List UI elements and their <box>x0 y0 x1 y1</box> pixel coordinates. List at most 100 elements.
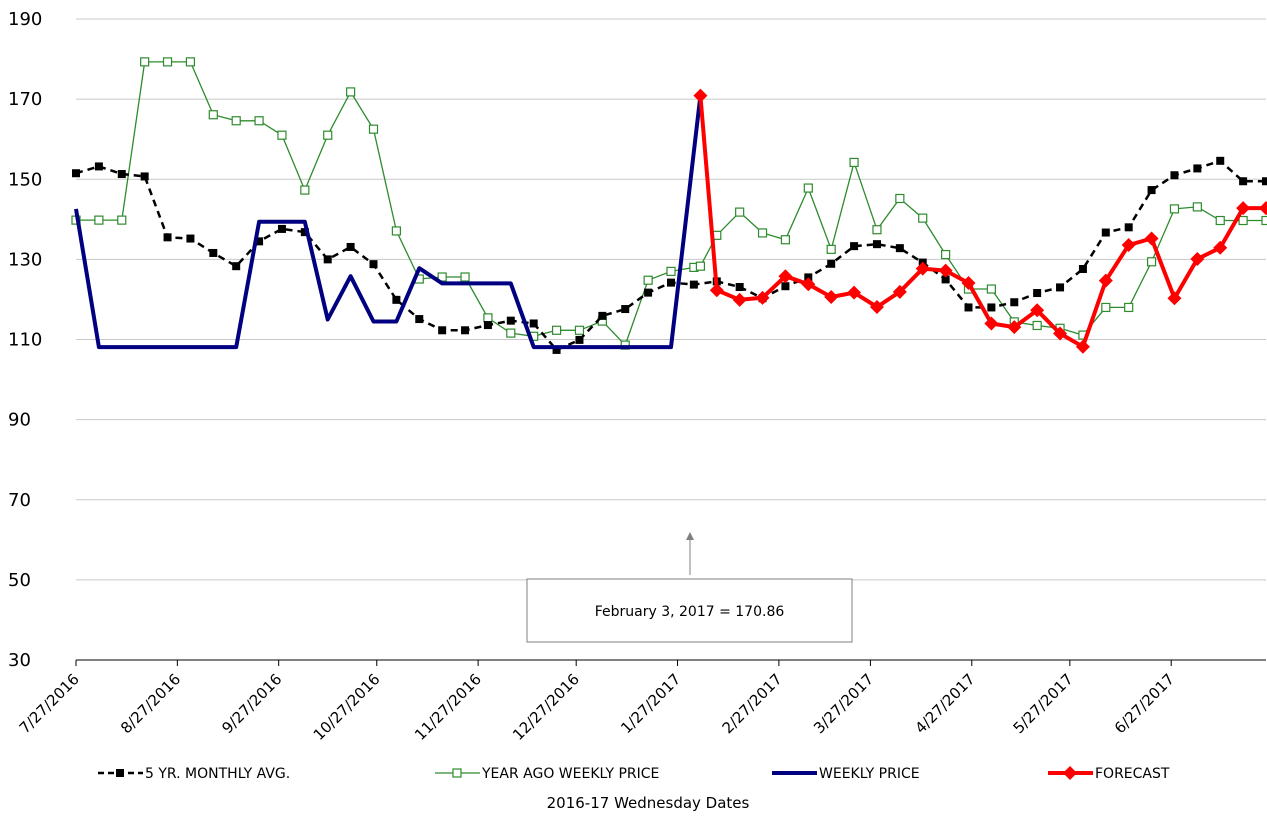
data-point <box>1192 202 1202 212</box>
data-point <box>1124 223 1133 232</box>
y-tick-label: 50 <box>8 570 31 591</box>
x-tick-label: 11/27/2016 <box>411 670 485 744</box>
data-point <box>987 303 996 312</box>
data-point <box>415 315 424 324</box>
data-point <box>964 303 973 312</box>
data-point <box>1169 204 1180 214</box>
x-tick-label: 7/27/2016 <box>16 670 83 737</box>
x-tick-label: 3/27/2017 <box>810 670 877 737</box>
series-5-yr-monthly-avg <box>72 156 1267 354</box>
legend-swatch-marker <box>1063 766 1077 780</box>
data-point <box>689 280 698 289</box>
data-point <box>824 290 839 305</box>
annotation-arrowhead <box>686 532 694 540</box>
data-point <box>346 87 356 97</box>
data-point <box>869 300 884 315</box>
data-point <box>1190 251 1205 266</box>
data-point <box>986 284 996 294</box>
data-point <box>667 278 675 287</box>
data-point <box>232 262 241 271</box>
data-point <box>1033 289 1042 298</box>
series-forecast <box>693 88 1267 354</box>
data-point <box>117 215 127 225</box>
data-point <box>277 224 286 233</box>
y-tick-label: 70 <box>8 490 31 511</box>
data-point <box>895 244 904 253</box>
legend-label: WEEKLY PRICE <box>819 766 920 782</box>
data-point <box>483 321 492 330</box>
legend-label: FORECAST <box>1095 766 1170 782</box>
data-point <box>483 313 493 323</box>
data-point <box>1007 320 1022 335</box>
data-point <box>1101 228 1110 237</box>
data-point <box>140 172 149 181</box>
series-layer <box>71 57 1267 354</box>
data-point <box>208 110 218 120</box>
data-point <box>621 305 630 314</box>
data-point <box>438 326 447 335</box>
data-point <box>1193 164 1202 173</box>
data-point <box>1261 215 1267 226</box>
grid <box>76 18 1266 581</box>
data-point <box>94 162 103 171</box>
data-point <box>254 116 264 126</box>
data-point <box>801 277 816 292</box>
x-axis: 7/27/2016 8/27/2016 9/27/2016 10/27/2016 11/… <box>16 659 1266 744</box>
data-point <box>892 284 907 299</box>
data-point <box>872 240 881 249</box>
data-point <box>895 193 905 204</box>
data-point <box>1170 171 1179 180</box>
data-point <box>666 266 676 276</box>
legend-label: 5 YR. MONTHLY AVG. <box>145 766 290 782</box>
data-point <box>1259 201 1267 216</box>
data-point <box>1121 237 1136 252</box>
data-point <box>391 226 401 236</box>
x-tick-label: 9/27/2016 <box>218 670 285 737</box>
data-point <box>1239 177 1248 186</box>
data-point <box>529 319 538 328</box>
data-point <box>300 228 309 237</box>
data-point <box>277 130 287 140</box>
data-point <box>827 259 836 268</box>
data-point <box>1032 320 1042 331</box>
data-point <box>984 316 999 331</box>
data-point <box>1215 215 1225 226</box>
data-point <box>732 292 747 307</box>
data-point <box>72 169 80 178</box>
data-point <box>1078 264 1087 273</box>
y-tick-label: 130 <box>8 249 42 270</box>
data-point <box>185 57 196 67</box>
data-point <box>346 242 355 251</box>
data-point <box>1146 257 1157 267</box>
legend-swatch-marker <box>452 768 462 778</box>
data-point <box>850 242 859 251</box>
data-point <box>94 215 104 225</box>
data-point <box>186 234 195 243</box>
data-point <box>598 311 607 320</box>
data-point <box>1236 201 1251 216</box>
data-point <box>117 170 126 179</box>
data-point <box>735 283 744 292</box>
data-point <box>368 124 379 134</box>
series-line <box>74 95 703 350</box>
data-point <box>575 335 584 344</box>
data-point <box>1144 231 1159 246</box>
data-point <box>506 328 516 338</box>
annotation-callout: February 3, 2017 = 170.86 <box>526 532 853 643</box>
series-line <box>698 95 1266 349</box>
data-point <box>757 228 768 238</box>
data-point <box>1216 156 1225 165</box>
legend-item-5-yr-monthly-avg: 5 YR. MONTHLY AVG. <box>98 766 290 782</box>
x-tick-label: 12/27/2016 <box>509 670 583 744</box>
data-point <box>461 326 470 335</box>
data-point <box>231 116 241 126</box>
data-point <box>826 244 836 254</box>
data-point <box>1147 186 1156 195</box>
series-line <box>76 61 1266 346</box>
legend-label: YEAR AGO WEEKLY PRICE <box>481 766 659 782</box>
y-tick-label: 150 <box>8 169 42 190</box>
data-point <box>1098 273 1113 288</box>
data-point <box>162 57 173 67</box>
data-point <box>778 269 793 284</box>
